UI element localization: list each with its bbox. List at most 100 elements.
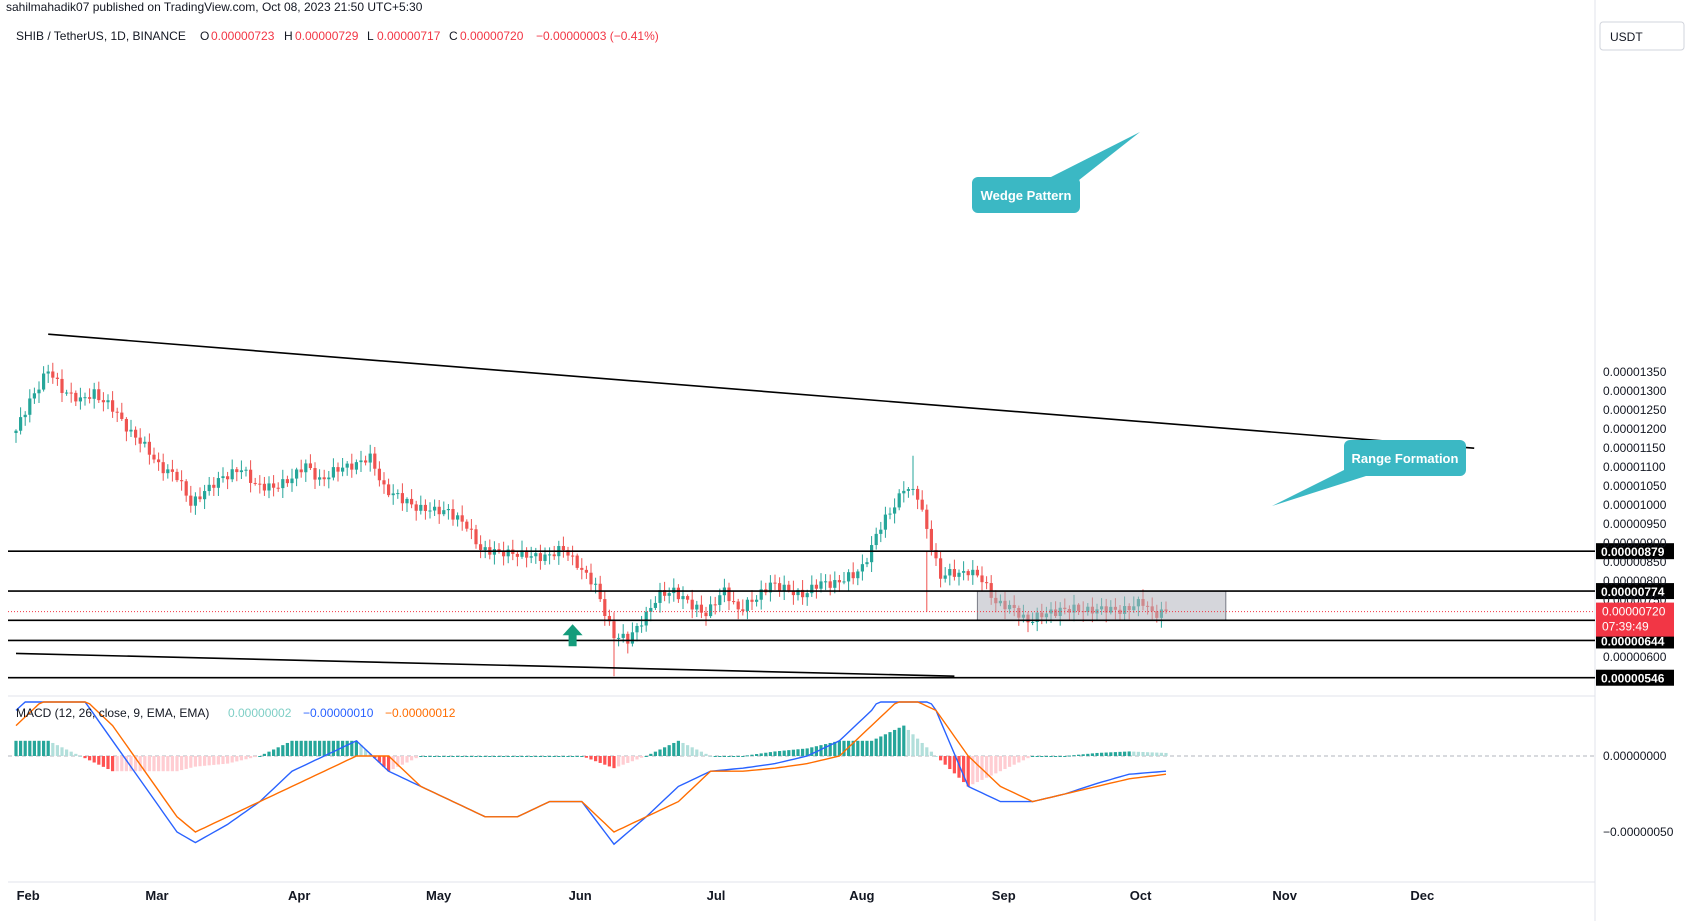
symbol-label[interactable]: SHIB / TetherUS, 1D, BINANCE xyxy=(16,29,186,43)
candle-body xyxy=(281,479,285,489)
candle-body xyxy=(304,463,308,473)
macd-histogram-bar xyxy=(538,756,542,757)
price-tick-label: 0.00001050 xyxy=(1603,479,1667,493)
macd-histogram-bar xyxy=(83,756,87,759)
macd-histogram-bar xyxy=(566,756,570,757)
candle-body xyxy=(92,389,96,399)
candle-body xyxy=(791,590,795,596)
price-axis-layer: 0.00001350 0.00001300 0.00001250 0.00001200… xyxy=(1603,365,1667,664)
candle-body xyxy=(46,371,50,374)
macd-histogram-bar xyxy=(819,745,823,756)
range-callout-pointer xyxy=(1272,468,1366,506)
candle-body xyxy=(874,533,878,546)
macd-histogram-bar xyxy=(244,756,248,760)
macd-histogram-bar xyxy=(1026,756,1030,759)
macd-histogram-bar xyxy=(396,756,400,767)
macd-histogram-bar xyxy=(603,756,607,765)
macd-histogram-bar xyxy=(221,756,225,765)
macd-histogram-bar xyxy=(985,756,989,778)
candle-body xyxy=(419,504,423,511)
macd-histogram-bar xyxy=(502,756,506,757)
macd-histogram-bar xyxy=(1090,753,1094,756)
candle-body xyxy=(534,553,538,557)
macd-histogram-bar xyxy=(299,740,303,756)
candle-body xyxy=(718,595,722,605)
wedge-callout-box xyxy=(972,177,1080,213)
candle-body xyxy=(212,484,216,488)
candle-body xyxy=(640,625,644,627)
macd-histogram-bar xyxy=(681,742,685,756)
macd-histogram-bar xyxy=(722,756,726,757)
macd-histogram-bar xyxy=(778,751,782,756)
candle-body xyxy=(253,482,257,484)
macd-histogram-bar xyxy=(824,744,828,756)
candle-body xyxy=(42,373,46,390)
range-callout-box xyxy=(1344,440,1466,476)
macd-histogram-bar xyxy=(129,756,133,772)
macd-histogram-bar xyxy=(842,740,846,756)
range-formation-callout[interactable]: Range Formation xyxy=(1272,440,1466,506)
candle-body xyxy=(603,599,607,616)
macd-histogram-bar xyxy=(1067,755,1071,757)
macd-histogram-bar xyxy=(1150,752,1154,756)
time-tick-label: Jul xyxy=(707,888,726,903)
candle-body xyxy=(957,572,961,577)
macd-histogram-bar xyxy=(612,756,616,769)
macd-histogram-bar xyxy=(856,740,860,756)
open-label: O xyxy=(200,29,209,43)
macd-histogram-bar xyxy=(19,740,23,756)
macd-histogram-bar xyxy=(120,756,124,772)
macd-histogram-bar xyxy=(1159,752,1163,756)
change-value: −0.00000003 (−0.41%) xyxy=(536,29,659,43)
macd-histogram-bar xyxy=(874,738,878,756)
candle-body xyxy=(299,469,303,473)
time-tick-label: Nov xyxy=(1272,888,1297,903)
macd-histogram-bar xyxy=(515,756,519,757)
macd-histogram-bar xyxy=(732,756,736,757)
candle-body xyxy=(727,587,731,602)
macd-title[interactable]: MACD (12, 26, close, 9, EMA, EMA) xyxy=(16,706,209,720)
macd-histogram-bar xyxy=(626,756,630,763)
macd-histogram-bar xyxy=(561,756,565,757)
macd-histogram-bar xyxy=(143,756,147,772)
macd-histogram-bar xyxy=(51,742,55,756)
candle-body xyxy=(74,392,78,402)
macd-histogram-bar xyxy=(755,754,759,756)
macd-tick-label: 0.00000000 xyxy=(1603,749,1667,763)
candle-body xyxy=(469,528,473,530)
macd-histogram-bar xyxy=(828,742,832,756)
macd-histogram-bar xyxy=(860,740,864,756)
macd-histogram-bar xyxy=(607,756,611,767)
legend-row: SHIB / TetherUS, 1D, BINANCE O 0.0000072… xyxy=(16,29,659,43)
candle-body xyxy=(975,569,979,576)
macd-histogram-bar xyxy=(929,751,933,756)
candle-body xyxy=(589,572,593,585)
candle-body xyxy=(129,429,133,432)
macd-histogram-bar xyxy=(423,756,427,757)
macd-histogram-bar xyxy=(870,740,874,756)
candle-body xyxy=(193,496,197,506)
candle-body xyxy=(782,584,786,591)
macd-histogram-bar xyxy=(801,748,805,756)
wedge-pattern-callout[interactable]: Wedge Pattern xyxy=(972,132,1140,213)
time-tick-label: May xyxy=(426,888,452,903)
candle-body xyxy=(667,593,671,596)
macd-histogram-bar xyxy=(709,756,713,757)
candle-body xyxy=(759,589,763,600)
candle-body xyxy=(203,491,207,500)
macd-histogram-bar xyxy=(1136,751,1140,756)
macd-histogram-bar xyxy=(557,756,561,757)
time-tick-label: Aug xyxy=(849,888,874,903)
macd-histogram-bar xyxy=(23,740,27,756)
macd-histogram-bar xyxy=(290,740,294,756)
range-box-layer xyxy=(976,590,1227,621)
macd-tick-label: −0.00000050 xyxy=(1603,825,1674,839)
candle-body xyxy=(138,437,142,444)
currency-button[interactable]: USDT xyxy=(1599,21,1685,51)
candle-body xyxy=(952,569,956,577)
price-tick-label: 0.00001250 xyxy=(1603,403,1667,417)
macd-histogram-bar xyxy=(322,740,326,756)
macd-histogram-bar xyxy=(939,756,943,761)
macd-histogram-bar xyxy=(433,756,437,757)
